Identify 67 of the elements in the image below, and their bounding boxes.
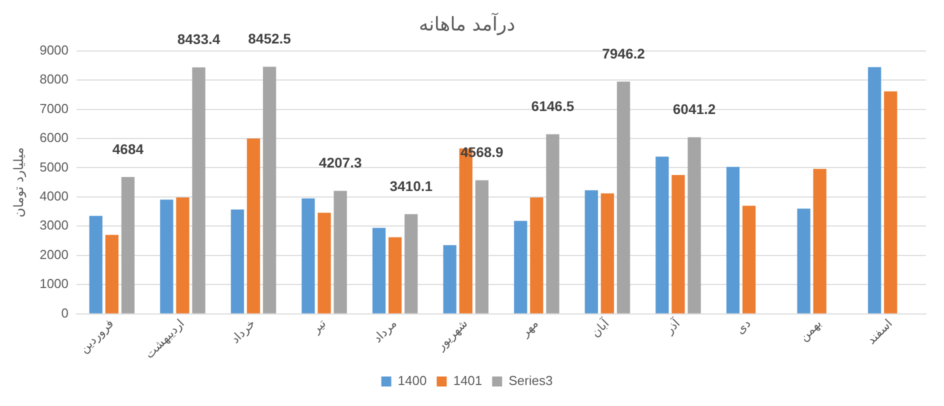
bar <box>404 214 418 314</box>
bar <box>192 67 206 314</box>
bar <box>475 180 488 314</box>
data-label: 8452.5 <box>248 30 292 47</box>
bar <box>105 234 118 314</box>
bar <box>813 168 826 314</box>
y-tick-label: 0 <box>61 305 69 320</box>
bar <box>176 198 190 314</box>
bar <box>89 216 102 314</box>
legend-label: 1400 <box>398 373 427 388</box>
x-tick-label: تیر <box>308 316 329 337</box>
bar <box>121 176 135 314</box>
bar <box>584 190 598 314</box>
chart-title: درآمد ماهانه <box>418 12 516 36</box>
bar <box>868 67 882 314</box>
legend-label: 1401 <box>453 373 482 388</box>
data-label: 6041.2 <box>672 101 716 118</box>
x-tick-label: آذر <box>661 315 684 338</box>
x-tick-label: شهریور <box>433 316 470 354</box>
x-tick-label: اردیبهشت <box>142 316 188 362</box>
x-tick-label: مرداد <box>370 316 400 346</box>
y-tick-label: 5000 <box>40 159 69 174</box>
bar <box>600 193 614 314</box>
bar <box>372 228 386 314</box>
y-tick-label: 1000 <box>40 276 69 292</box>
bar <box>262 66 276 314</box>
bar <box>246 138 260 314</box>
x-tick-label: خرداد <box>228 316 258 346</box>
legend-label: Series3 <box>508 373 553 388</box>
data-label: 7946.2 <box>602 45 646 62</box>
y-tick-label: 4000 <box>40 188 69 204</box>
x-tick-label: فروردین <box>76 316 116 356</box>
bar <box>230 210 244 314</box>
bar <box>334 190 347 314</box>
y-tick-label: 6000 <box>40 130 69 146</box>
bar <box>672 175 685 314</box>
bar <box>797 208 810 314</box>
x-tick-label: مهر <box>517 316 541 340</box>
bar <box>388 237 402 314</box>
data-label: 3410.1 <box>390 178 433 194</box>
data-label: 4684 <box>112 140 144 157</box>
y-tick-label: 3000 <box>40 218 69 233</box>
data-label: 6146.5 <box>531 98 574 114</box>
x-tick-label: اسفند <box>864 316 895 348</box>
bar <box>726 166 740 314</box>
data-label: 4207.3 <box>318 154 362 171</box>
bar <box>546 134 560 314</box>
x-tick-label: آبان <box>588 315 612 340</box>
bar <box>616 82 630 314</box>
bar <box>160 200 174 314</box>
bar <box>443 245 456 314</box>
bar <box>742 206 756 314</box>
y-axis-title: میلیارد تومان <box>12 147 28 218</box>
bar <box>302 198 315 314</box>
bar <box>688 137 701 314</box>
y-tick-label: 2000 <box>40 246 69 262</box>
y-tick-label: 8000 <box>40 72 69 87</box>
x-tick-label: دی <box>733 316 754 337</box>
data-label: 8433.4 <box>177 31 220 48</box>
bar <box>656 156 669 314</box>
bar <box>884 91 898 314</box>
bar <box>318 212 331 314</box>
bar <box>514 220 528 314</box>
y-tick-label: 9000 <box>40 42 69 58</box>
x-tick-label: بهمن <box>796 316 824 344</box>
y-tick-label: 7000 <box>40 100 69 116</box>
bar <box>530 198 544 314</box>
